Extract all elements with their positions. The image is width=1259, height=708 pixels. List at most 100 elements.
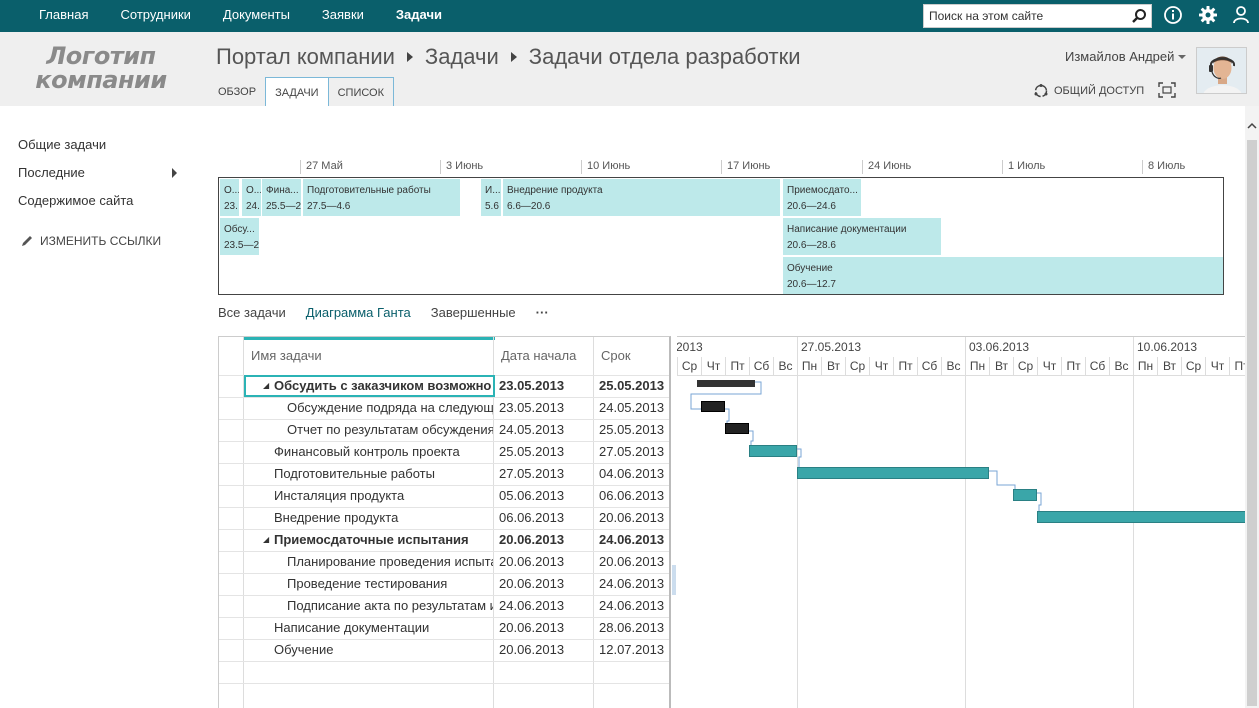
gantt-day: Вт <box>1157 357 1181 375</box>
topnav-tasks[interactable]: Задачи <box>395 7 442 22</box>
collapse-triangle-icon[interactable]: ◢ <box>263 381 270 390</box>
tab-tasks[interactable]: ЗАДАЧИ <box>266 78 329 106</box>
grid-divider <box>219 463 669 464</box>
user-name: Измайлов Андрей <box>1065 49 1175 64</box>
table-row[interactable]: ◢ Обсудить с заказчиком возможно 23.05.2… <box>219 375 669 397</box>
view-all-tasks[interactable]: Все задачи <box>218 305 286 320</box>
timeline-bar[interactable]: Написание документации 20.6—28.6 <box>783 218 941 255</box>
gantt-day: Сб <box>1085 357 1109 375</box>
table-row[interactable]: Планирование проведения испыта 20.06.201… <box>219 551 669 573</box>
view-gantt[interactable]: Диаграмма Ганта <box>305 305 411 320</box>
tab-overview[interactable]: ОБЗОР <box>218 86 257 98</box>
share-button[interactable]: ОБЩИЙ ДОСТУП <box>1033 83 1144 99</box>
tab-group: ЗАДАЧИ СПИСОК <box>265 77 395 106</box>
breadcrumb-portal[interactable]: Портал компании <box>216 44 395 69</box>
nav-label: Содержимое сайта <box>18 193 134 208</box>
gantt-day: Пт <box>725 357 749 375</box>
timeline-bar[interactable]: И... 5.6 <box>481 179 501 216</box>
expand-arrow-icon[interactable] <box>172 168 177 178</box>
gantt-bar[interactable] <box>1037 511 1259 523</box>
gantt-summary-bar[interactable] <box>697 380 755 387</box>
avatar[interactable] <box>1196 47 1247 94</box>
user-menu[interactable]: Измайлов Андрей <box>1065 49 1187 64</box>
table-row[interactable]: Написание документации 20.06.2013 28.06.… <box>219 617 669 639</box>
topnav-home[interactable]: Главная <box>39 7 89 22</box>
pane-splitter[interactable] <box>672 565 676 595</box>
gear-icon[interactable] <box>1198 5 1218 25</box>
selected-cell[interactable] <box>244 375 495 397</box>
timeline-bar[interactable]: Обсу... 23.5—2 <box>220 218 259 255</box>
table-row[interactable]: Отчет по результатам обсуждения 24.05.20… <box>219 419 669 441</box>
search-input[interactable] <box>924 5 1124 27</box>
nav-shared-tasks[interactable]: Общие задачи <box>18 138 133 166</box>
task-start: 24.06.2013 <box>499 598 565 613</box>
timeline-bar-dates: 23.5—2 <box>224 240 259 251</box>
edit-links-button[interactable]: ИЗМЕНИТЬ ССЫЛКИ <box>20 234 161 248</box>
nav-site-contents[interactable]: Содержимое сайта <box>18 194 133 222</box>
table-row[interactable]: ◢ Приемосдаточные испытания 20.06.2013 2… <box>219 529 669 551</box>
task-due: 20.06.2013 <box>599 554 665 569</box>
task-due: 04.06.2013 <box>599 466 665 481</box>
gantt-week-label: 2013 <box>677 340 703 354</box>
gantt-bar[interactable] <box>749 445 797 457</box>
scroll-thumb[interactable] <box>1247 140 1257 706</box>
task-due: 12.07.2013 <box>599 642 665 657</box>
scroll-up-icon[interactable] <box>1247 122 1257 130</box>
table-row[interactable]: Внедрение продукта 06.06.2013 20.06.2013 <box>219 507 669 529</box>
timeline-bar[interactable]: Фина... 25.5—2 <box>262 179 301 216</box>
gantt-bar[interactable] <box>1013 489 1037 501</box>
timeline-bar[interactable]: Внедрение продукта 6.6—20.6 <box>503 179 780 216</box>
timeline-bar-dates: 20.6—28.6 <box>787 240 836 251</box>
timeline-bar-dates: 25.5—2 <box>266 201 301 212</box>
edit-links-label: ИЗМЕНИТЬ ССЫЛКИ <box>40 234 162 248</box>
topnav-documents[interactable]: Документы <box>222 7 290 22</box>
table-row[interactable]: Подготовительные работы 27.05.2013 04.06… <box>219 463 669 485</box>
timeline: О... 23. О... 24. Фина... 25.5—2 Подготовит… <box>218 177 1224 295</box>
topnav-employees[interactable]: Сотрудники <box>120 7 191 22</box>
tab-list[interactable]: СПИСОК <box>337 87 385 99</box>
column-header-due[interactable]: Срок <box>601 348 631 363</box>
gantt-bar[interactable] <box>701 401 725 412</box>
timeline-bar[interactable]: Приемосдато... 20.6—24.6 <box>783 179 861 216</box>
gantt-bar[interactable] <box>797 467 989 479</box>
page-scrollbar[interactable] <box>1245 106 1259 708</box>
view-completed[interactable]: Завершенные <box>430 305 516 320</box>
breadcrumb-tasks[interactable]: Задачи <box>424 44 499 69</box>
grid-divider <box>219 639 669 640</box>
timeline-tick <box>581 160 582 174</box>
task-start: 23.05.2013 <box>499 378 565 393</box>
timeline-bar-title: Написание документации <box>787 224 907 235</box>
more-views-icon[interactable]: ··· <box>535 305 549 320</box>
timeline-bar-title: О... <box>246 185 261 196</box>
task-start: 20.06.2013 <box>499 642 565 657</box>
project-tabs: ОБЗОР ЗАДАЧИ СПИСОК <box>209 77 395 106</box>
table-row[interactable]: Обучение 20.06.2013 12.07.2013 <box>219 639 669 661</box>
timeline-bar[interactable]: Обучение 20.6—12.7 <box>783 257 1223 294</box>
table-row[interactable]: Инсталяция продукта 05.06.2013 06.06.201… <box>219 485 669 507</box>
task-start: 20.06.2013 <box>499 554 565 569</box>
table-row[interactable]: Подписание акта по результатам и 24.06.2… <box>219 595 669 617</box>
timeline-bar[interactable]: О... 24. <box>242 179 261 216</box>
site-logo[interactable]: Логотип компании <box>35 42 167 94</box>
timeline-bar[interactable]: О... 23. <box>220 179 239 216</box>
search-icon[interactable] <box>1131 8 1147 24</box>
grid-divider <box>219 485 669 486</box>
table-row[interactable]: Финансовый контроль проекта 25.05.2013 2… <box>219 441 669 463</box>
timeline-bar-dates: 20.6—12.7 <box>787 279 836 290</box>
breadcrumb: Портал компании Задачи Задачи отдела раз… <box>216 44 801 70</box>
task-name: Подписание акта по результатам и <box>287 598 493 613</box>
column-header-start[interactable]: Дата начала <box>501 348 577 363</box>
topnav-requests[interactable]: Заявки <box>321 7 364 22</box>
gantt-day: Чт <box>701 357 725 375</box>
column-header-name[interactable]: Имя задачи <box>251 348 322 363</box>
focus-mode-icon[interactable] <box>1158 82 1176 98</box>
collapse-triangle-icon[interactable]: ◢ <box>263 535 270 544</box>
timeline-bar[interactable]: Подготовительные работы 27.5—4.6 <box>303 179 460 216</box>
gantt-bar[interactable] <box>725 423 749 434</box>
help-icon[interactable] <box>1163 5 1183 25</box>
table-row[interactable]: Обсуждение подряда на следующ 23.05.2013… <box>219 397 669 419</box>
nav-recent[interactable]: Последние <box>18 166 177 194</box>
grid-divider <box>219 617 669 618</box>
user-settings-icon[interactable] <box>1231 5 1251 25</box>
table-row[interactable]: Проведение тестирования 20.06.2013 24.06… <box>219 573 669 595</box>
